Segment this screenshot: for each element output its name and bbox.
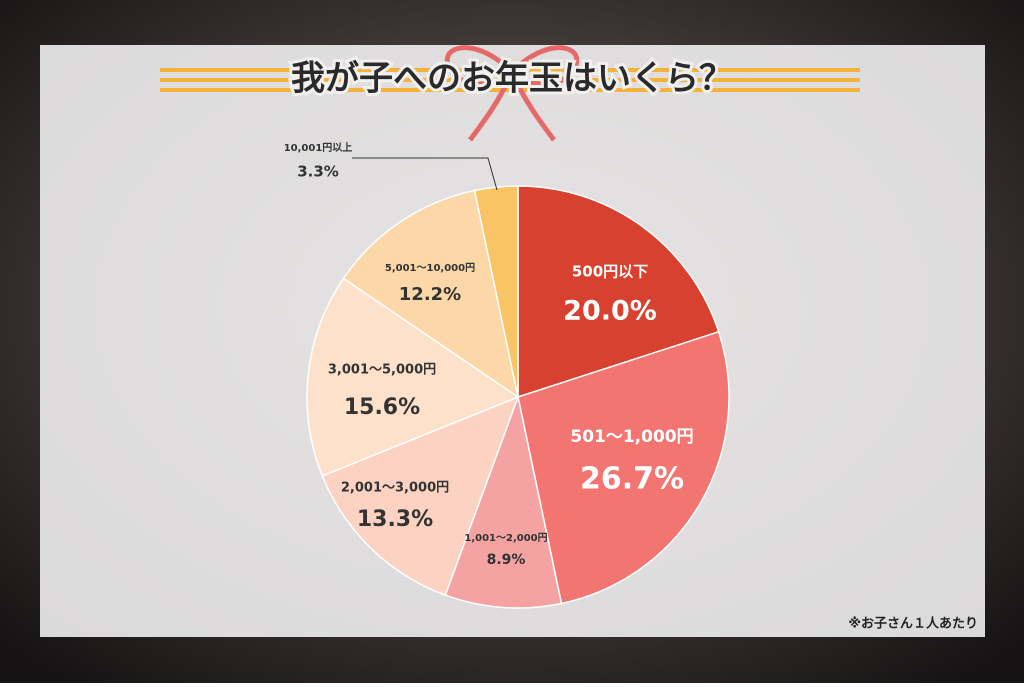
slice-category-label: 500円以下 bbox=[572, 263, 648, 281]
slice-category-label: 3,001〜5,000円 bbox=[328, 363, 436, 378]
pie-slice bbox=[306, 277, 520, 477]
slice-category-label: 5,001〜10,000円 bbox=[385, 262, 475, 274]
slice-value-label: 3.3% bbox=[297, 163, 339, 181]
slice-value-label: 8.9% bbox=[487, 552, 526, 568]
footnote: ※お子さん１人あたり bbox=[848, 616, 978, 632]
slice-category-label: 501〜1,000円 bbox=[570, 427, 693, 447]
slice-value-label: 15.6% bbox=[344, 395, 420, 420]
ribbon-knot bbox=[444, 45, 580, 142]
slice-value-label: 12.2% bbox=[399, 284, 461, 305]
pie-slice bbox=[342, 189, 520, 399]
pie-slice bbox=[444, 394, 563, 609]
slice-category-label: 1,001〜2,000円 bbox=[464, 532, 547, 544]
slice-category-label: 2,001〜3,000円 bbox=[341, 481, 449, 496]
chart-title: 我が子へのお年玉はいくら？ bbox=[291, 59, 733, 99]
pie-slice bbox=[321, 395, 520, 597]
slice-value-label: 13.3% bbox=[357, 507, 433, 532]
pie-slice bbox=[517, 330, 730, 605]
slice-value-label: 26.7% bbox=[580, 462, 684, 497]
slice-category-label: 10,001円以上 bbox=[284, 141, 353, 154]
slice-value-label: 20.0% bbox=[563, 296, 657, 327]
leader-line bbox=[352, 157, 498, 191]
pie-slice bbox=[517, 185, 720, 399]
